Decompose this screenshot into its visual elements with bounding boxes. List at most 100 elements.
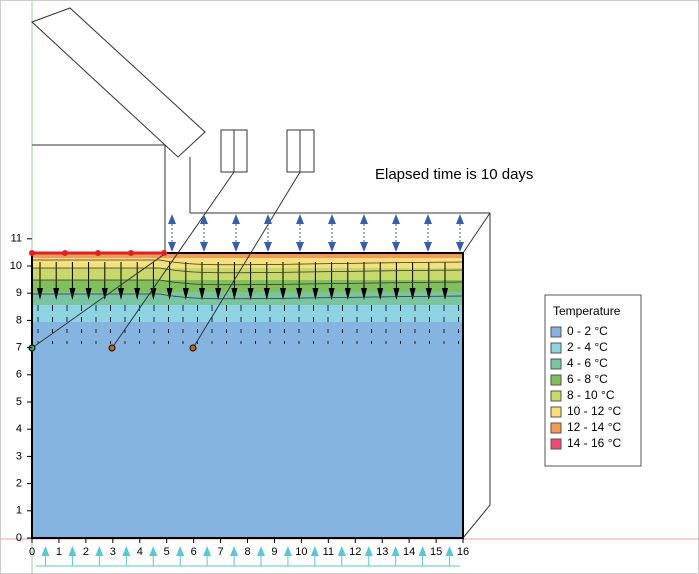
flux-head [393,288,400,300]
floor-node [62,250,68,256]
annotation: Elapsed time is 10 days [375,166,533,183]
flux-head [182,288,189,300]
sensor-lead [192,171,301,349]
x-tick-label: 10 [295,546,307,558]
legend-label: 14 - 16 °C [567,436,621,450]
y-tick-label: 6 [16,369,22,381]
boundary-head [264,214,272,252]
boundary-head [200,214,208,252]
boundary-head [456,214,464,252]
flux-head [361,288,367,300]
bottom-arrow [230,546,239,556]
legend-swatch [550,374,562,386]
flux-head [199,288,205,300]
bottom-arrow [391,546,400,556]
flux-head [344,288,351,300]
flux-head [377,288,384,300]
bottom-arrow [310,546,319,556]
band [32,253,463,258]
x-tick-label: 1 [56,546,62,558]
boundary-head [232,214,240,252]
legend-label: 2 - 4 °C [567,340,608,354]
flux-head [328,288,335,300]
legend-swatch [550,358,562,370]
flux-head [442,288,448,300]
bottom-arrow [149,546,158,556]
isotherm [32,279,464,286]
bottom-arrow [95,546,104,556]
y-tick-label: 0 [16,532,22,544]
y-tick-label: 3 [16,450,22,462]
y-tick-label: 5 [16,396,22,408]
bottom-arrow [283,546,292,556]
x-tick-label: 0 [29,546,35,558]
y-tick-label: 11 [11,233,22,245]
boundary-head [392,214,400,252]
flux-head [215,288,222,300]
isotherm [32,293,464,300]
legend-swatch [550,406,562,418]
x-tick-label: 2 [83,546,89,558]
floor-node [29,250,35,256]
y-tick-label: 10 [10,260,22,272]
flux-head [166,288,173,300]
sensor-leads [31,171,301,349]
x-tick-label: 3 [110,546,116,558]
x-tick-label: 9 [271,546,277,558]
bottom-arrow [68,546,77,556]
y-tick-label: 8 [16,314,22,326]
flux-head [280,288,286,300]
sensor [108,344,116,352]
isotherm [32,267,464,274]
legend-label: 12 - 14 °C [567,420,621,434]
floor-node [95,250,101,256]
flux-head [296,288,303,300]
x-tick-label: 16 [457,546,469,558]
flux-head [263,288,270,300]
bottom-arrow [176,546,185,556]
flux-head [312,288,319,300]
flux-head [425,288,432,300]
sensor-lead [31,252,167,349]
legend-swatch [550,422,562,434]
legend-label: 10 - 12 °C [567,404,621,418]
legend-swatch [550,390,562,402]
legend-label: 4 - 6 °C [567,356,608,370]
legend-swatch [550,342,562,354]
y-tick-label: 2 [16,478,22,490]
band [32,305,463,322]
legend-swatch [550,438,562,450]
legend-label: 0 - 2 °C [567,324,608,338]
x-tick-label: 13 [376,546,388,558]
x-tick-label: 4 [137,546,143,558]
y-tick-label: 4 [16,423,22,435]
roof [31,7,206,158]
bottom-arrow [41,546,50,556]
bottom-arrow [445,546,454,556]
flux-head [247,288,254,300]
bottom-arrow [337,546,346,556]
bottom-arrow [418,546,427,556]
house [31,7,491,539]
x-tick-label: 7 [218,546,224,558]
sensor-lead [111,171,235,349]
x-tick-label: 6 [191,546,197,558]
temperature-field [32,253,464,538]
legend-label: 8 - 10 °C [567,388,615,402]
y-tick-label: 7 [16,342,22,354]
bottom-arrow [256,546,265,556]
y-tick-label: 9 [16,287,22,299]
flux-head [231,288,238,300]
band [32,268,463,280]
x-tick-label: 14 [403,546,415,558]
sensor [189,344,197,352]
x-tick-label: 5 [164,546,170,558]
boundary-head [360,214,368,252]
x-tick-label: 8 [244,546,250,558]
floor-node [128,250,134,256]
generated: 0 1 2 3 4 5 6 7 8 9 10 11 12 13 14 15 16012345678910110 … [10,214,621,567]
y-tick-label: 1 [16,505,22,517]
box-back [190,212,491,539]
x-tick-label: 11 [323,546,334,558]
